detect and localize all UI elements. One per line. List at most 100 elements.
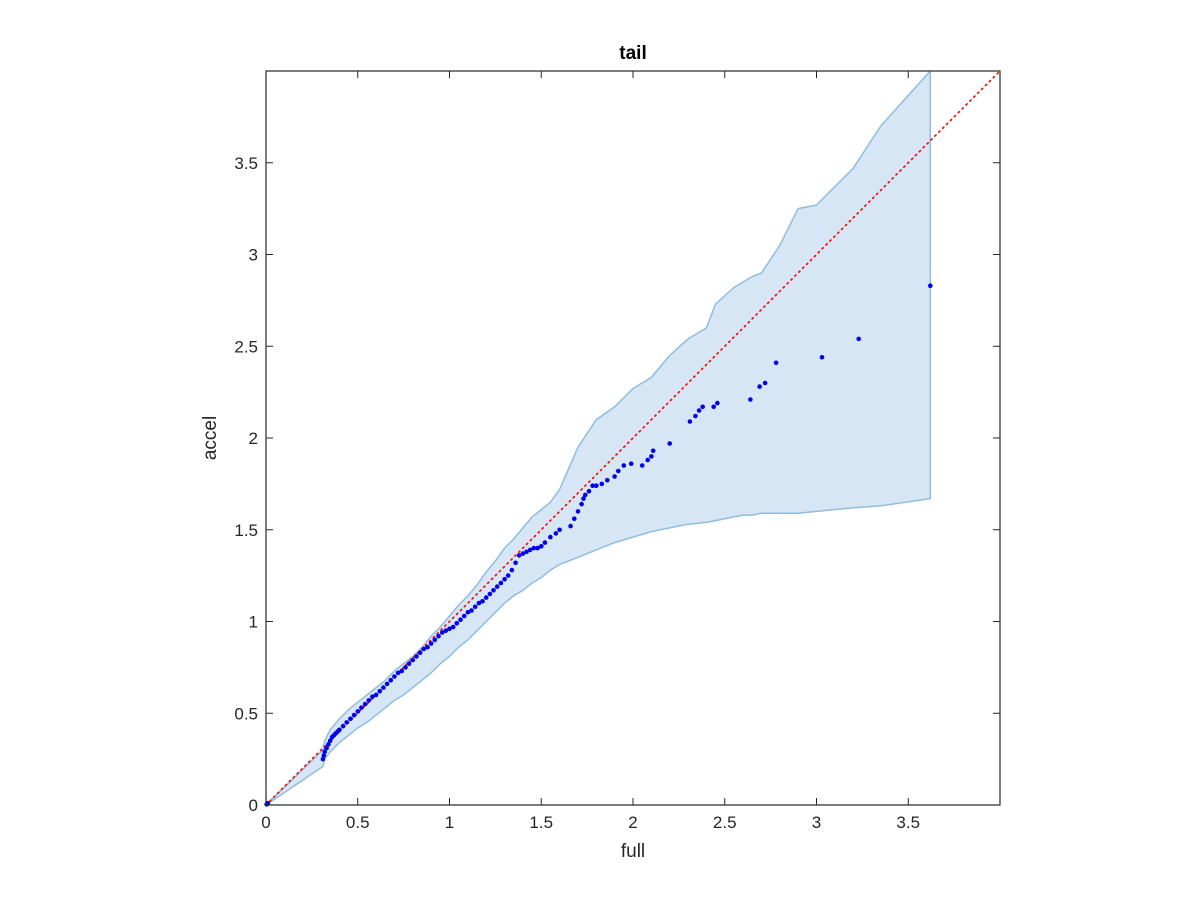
y-tick-label: 0 [249, 796, 258, 815]
data-point [539, 544, 544, 549]
data-point [321, 753, 327, 758]
data-point [527, 547, 533, 553]
x-tick-label: 3 [812, 813, 821, 832]
data-point [715, 400, 720, 406]
data-point [583, 492, 588, 498]
y-tick-label: 2.5 [234, 337, 258, 356]
x-tick-label: 0 [261, 813, 270, 832]
data-point [531, 545, 537, 551]
data-point [581, 496, 586, 501]
data-point [650, 448, 656, 454]
y-ticks: 0 0.5 1 1.5 2 2.5 3 3.5 [234, 154, 1000, 815]
data-point [476, 600, 482, 606]
data-point [505, 573, 511, 578]
data-point [465, 610, 471, 615]
data-point [639, 463, 645, 468]
data-point [340, 723, 346, 729]
data-point [524, 549, 529, 555]
reference-line [265, 70, 1001, 806]
data-point [428, 641, 434, 646]
data-point [362, 701, 368, 707]
data-point [491, 588, 496, 593]
data-point [377, 688, 383, 694]
data-point [516, 553, 522, 558]
data-point [384, 681, 390, 687]
data-point [366, 698, 372, 703]
x-tick-label: 1 [445, 813, 454, 832]
data-point [265, 800, 271, 806]
data-point [693, 413, 698, 419]
data-point [649, 454, 654, 459]
data-point [327, 738, 333, 744]
y-tick-label: 1 [249, 613, 258, 632]
y-tick-label: 3.5 [234, 154, 258, 173]
data-point [711, 404, 716, 410]
data-point [605, 477, 610, 483]
data-point [773, 360, 779, 366]
data-points [264, 283, 933, 807]
data-point [579, 501, 584, 507]
data-point [748, 397, 753, 402]
y-tick-label: 3 [249, 246, 258, 265]
data-point [487, 591, 493, 597]
data-point [509, 567, 515, 573]
data-point [590, 483, 595, 489]
data-point [388, 677, 394, 683]
data-point [395, 670, 401, 676]
data-point [406, 661, 412, 666]
data-point [520, 551, 526, 556]
data-point [381, 685, 386, 690]
data-point [351, 712, 357, 718]
data-point [355, 709, 361, 714]
data-point [572, 516, 577, 521]
data-point [454, 621, 460, 626]
data-point [616, 468, 621, 474]
data-point [535, 545, 540, 551]
data-point [819, 355, 825, 360]
data-point [687, 419, 693, 424]
data-point [472, 604, 478, 610]
x-tick-label: 0.5 [346, 813, 370, 832]
data-point [399, 668, 405, 674]
data-point [410, 657, 416, 663]
data-point [447, 626, 452, 632]
data-point [326, 742, 331, 747]
data-point [502, 577, 507, 582]
data-point [337, 727, 342, 733]
data-point [494, 584, 500, 589]
data-point [586, 488, 592, 494]
data-point [403, 665, 408, 670]
data-point [432, 637, 438, 643]
data-point [483, 595, 489, 600]
data-point [856, 336, 861, 342]
data-point [553, 531, 559, 536]
data-point [548, 534, 553, 540]
data-point [359, 705, 364, 710]
y-tick-label: 1.5 [234, 521, 258, 540]
data-point [621, 463, 627, 468]
data-point [417, 650, 423, 655]
data-point [443, 628, 449, 633]
data-point [439, 630, 445, 635]
data-point [557, 527, 562, 533]
data-point [425, 644, 430, 650]
data-point [450, 624, 456, 630]
data-point [348, 716, 353, 722]
data-point [370, 694, 375, 699]
data-point [344, 720, 350, 725]
x-axis-label: full [621, 841, 645, 862]
data-point [757, 384, 762, 389]
data-point [324, 745, 329, 751]
data-point [498, 580, 504, 586]
data-point [373, 692, 379, 698]
data-point [594, 483, 599, 489]
data-point [599, 481, 605, 487]
data-point [762, 380, 768, 386]
data-point [414, 654, 419, 659]
data-point [568, 523, 573, 529]
data-point [575, 509, 581, 514]
data-point [458, 617, 463, 622]
data-point [320, 756, 326, 762]
data-point [645, 457, 650, 463]
